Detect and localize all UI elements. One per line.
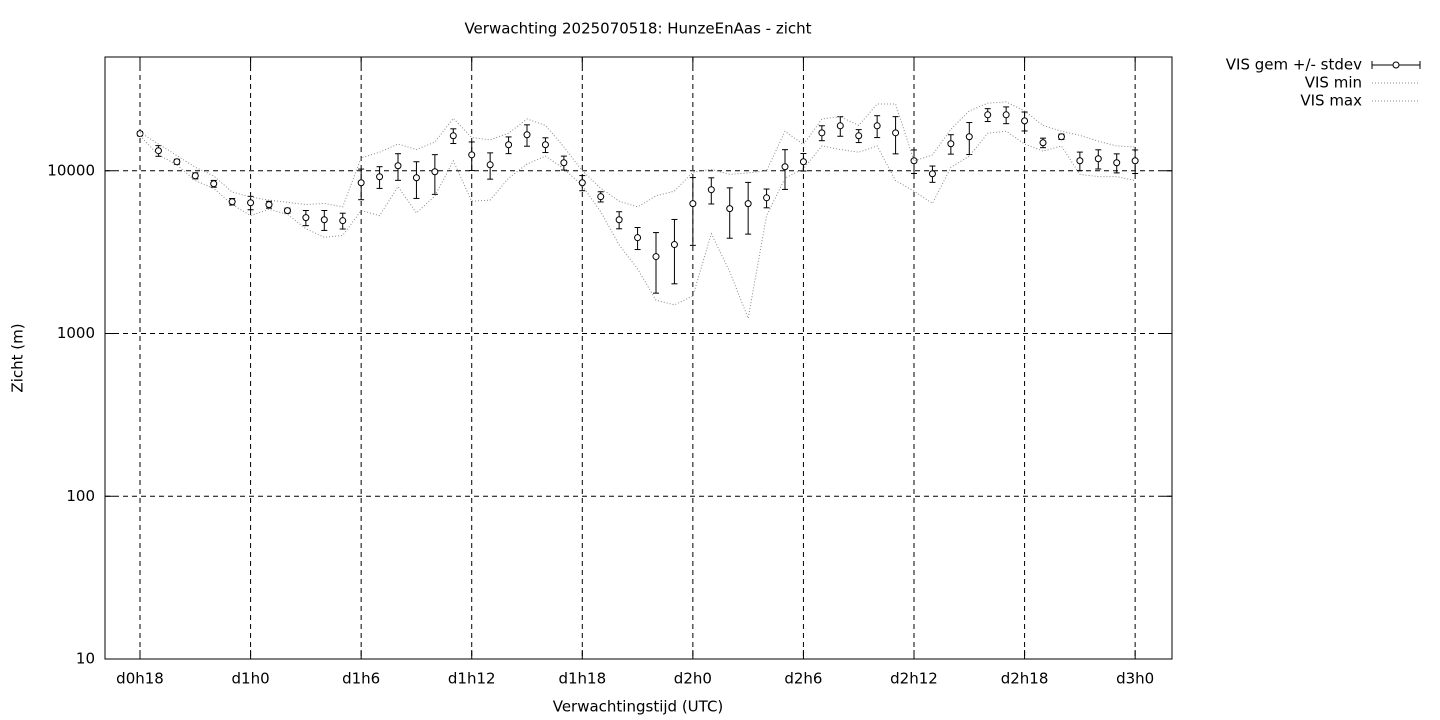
data-point <box>984 111 992 119</box>
x-tick-label: d3h0 <box>1116 670 1154 688</box>
data-point <box>1076 157 1084 165</box>
data-point <box>947 140 955 148</box>
data-point <box>412 174 420 182</box>
y-tick-label: 1000 <box>57 324 95 342</box>
y-tick-label: 100 <box>66 487 95 505</box>
data-point <box>910 157 918 165</box>
data-point <box>763 194 771 202</box>
data-point <box>965 133 973 141</box>
data-point <box>1039 139 1047 147</box>
data-point <box>670 241 678 249</box>
data-point <box>523 131 531 139</box>
data-point <box>744 200 752 208</box>
data-point <box>283 207 291 215</box>
data-point <box>376 173 384 181</box>
data-point <box>357 179 365 187</box>
data-point <box>799 158 807 166</box>
y-tick-label: 10 <box>76 650 95 668</box>
x-tick-label: d2h0 <box>674 670 712 688</box>
data-point <box>873 122 881 130</box>
data-point <box>136 130 144 138</box>
data-point <box>449 132 457 140</box>
x-tick-label: d2h18 <box>1001 670 1049 688</box>
x-tick-label: d2h6 <box>784 670 822 688</box>
data-point <box>468 151 476 159</box>
x-axis-label: Verwachtingstijd (UTC) <box>553 698 724 716</box>
data-point <box>154 147 162 155</box>
data-point <box>541 141 549 149</box>
x-tick-label: d2h12 <box>890 670 938 688</box>
data-point <box>726 205 734 213</box>
data-point <box>320 216 328 224</box>
data-point <box>818 129 826 137</box>
x-tick-label: d1h0 <box>232 670 270 688</box>
data-point <box>597 193 605 201</box>
legend-sample <box>1392 61 1400 69</box>
data-point <box>228 198 236 206</box>
y-axis-label: Zicht (m) <box>9 323 27 392</box>
data-point <box>1113 159 1121 167</box>
x-tick-label: d0h18 <box>116 670 164 688</box>
chart-title: Verwachting 2025070518: HunzeEnAas - zic… <box>464 20 811 38</box>
data-point <box>836 122 844 130</box>
data-point <box>689 200 697 208</box>
data-point <box>1131 157 1139 165</box>
data-point <box>191 172 199 180</box>
data-point <box>394 162 402 170</box>
data-point <box>247 199 255 207</box>
data-point <box>652 253 660 261</box>
data-point <box>210 180 218 188</box>
x-tick-label: d1h12 <box>448 670 496 688</box>
data-point <box>431 168 439 176</box>
data-point <box>560 159 568 167</box>
data-point <box>173 158 181 166</box>
data-point <box>1021 117 1029 125</box>
x-tick-label: d1h18 <box>558 670 606 688</box>
data-point <box>855 132 863 140</box>
data-point <box>302 214 310 222</box>
data-point <box>1094 155 1102 163</box>
data-point <box>578 179 586 187</box>
data-point <box>486 161 494 169</box>
data-point <box>707 186 715 194</box>
data-point <box>892 129 900 137</box>
x-tick-label: d1h6 <box>342 670 380 688</box>
y-tick-label: 10000 <box>47 161 95 179</box>
data-point <box>265 201 273 209</box>
data-point <box>781 163 789 171</box>
data-point <box>634 234 642 242</box>
legend-label: VIS min <box>1305 74 1362 92</box>
data-point <box>505 141 513 149</box>
range-line <box>139 130 1136 321</box>
legend-label: VIS gem +/- stdev <box>1226 56 1362 74</box>
data-point <box>339 217 347 225</box>
legend-label: VIS max <box>1300 92 1362 110</box>
plot-frame <box>104 56 1173 660</box>
data-point <box>1057 133 1065 141</box>
data-point <box>615 216 623 224</box>
data-point <box>1002 111 1010 119</box>
data-point <box>928 170 936 178</box>
